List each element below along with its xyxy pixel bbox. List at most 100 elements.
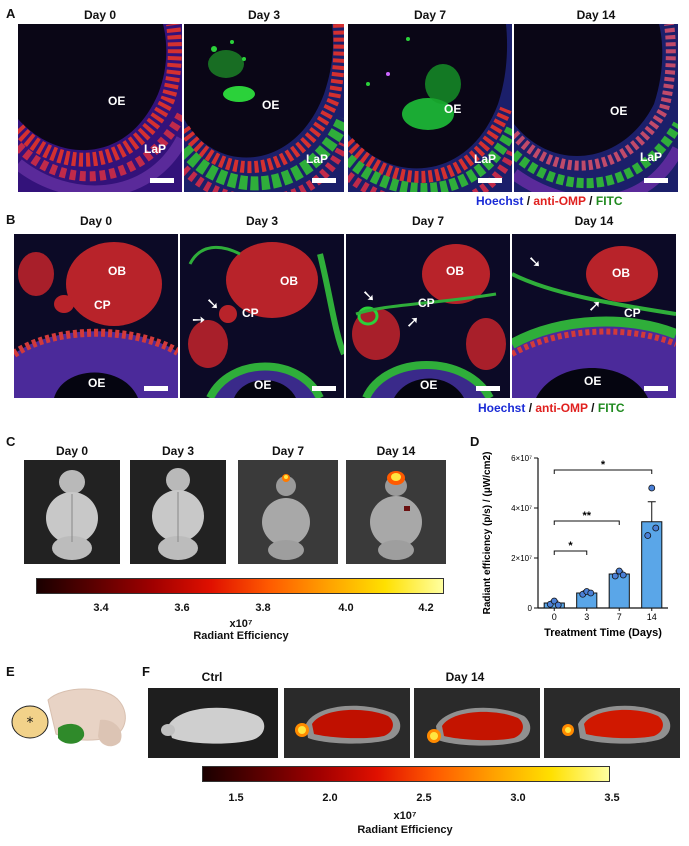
legend-hoechst: Hoechst bbox=[478, 401, 526, 415]
panel-a-day-0-lap-label: LaP bbox=[144, 142, 167, 156]
significance-bracket bbox=[553, 550, 588, 555]
panel-b-day-3-scale-bar bbox=[312, 386, 336, 391]
panel-b-day-0-ob-label: OB bbox=[108, 264, 126, 278]
panel-c-day-3-label: Day 3 bbox=[161, 444, 195, 458]
panel-b-day-0-cp-label: CP bbox=[94, 298, 111, 312]
panel-f-colorbar-tick: 1.5 bbox=[228, 792, 244, 804]
y-tick-label: 2×10⁷ bbox=[511, 554, 532, 563]
panel-b-day-7-label: Day 7 bbox=[411, 214, 445, 228]
data-point bbox=[611, 572, 619, 580]
panel-b-day-3-arrow-2-icon: ➙ bbox=[192, 312, 206, 329]
panel-b-day-14-scale-bar bbox=[644, 386, 668, 391]
panel-b-day-3-arrow-1-icon: ➘ bbox=[206, 296, 220, 313]
panel-c-day-14-label: Day 14 bbox=[376, 444, 416, 458]
panel-a-day-7-lap-label: LaP bbox=[474, 152, 497, 166]
panel-c-colorbar bbox=[36, 578, 444, 594]
panel-a-day-0-scale-bar bbox=[150, 178, 174, 183]
panel-b-day-3-cp-label: CP bbox=[242, 306, 259, 320]
panel-b-day-7-cp-label: CP bbox=[418, 296, 435, 310]
panel-f-day-14-sagittal-image-2 bbox=[414, 688, 540, 758]
svg-text:*: * bbox=[27, 715, 34, 731]
data-point bbox=[619, 571, 627, 579]
panel-a-stain-legend: Hoechst / anti-OMP / FITC bbox=[476, 194, 623, 208]
panel-f-day-14-sagittal-image-3 bbox=[544, 688, 680, 758]
panel-b-day-0-scale-bar bbox=[144, 386, 168, 391]
panel-f-ctrl-sagittal-image bbox=[148, 688, 278, 758]
legend-fitc: FITC bbox=[597, 401, 625, 415]
panel-label-c: C bbox=[6, 434, 16, 449]
panel-b-day-7-ob-label: OB bbox=[446, 264, 464, 278]
panel-c-colorbar-title: Radiant Efficiency bbox=[193, 630, 289, 642]
significance-bracket bbox=[553, 469, 653, 474]
panel-a-day-14-oe-label: OE bbox=[610, 104, 628, 118]
panel-f-colorbar-tick: 3.0 bbox=[510, 792, 526, 804]
panel-c-day-7-brain-image bbox=[238, 460, 338, 564]
panel-f-colorbar-title: Radiant Efficiency bbox=[357, 824, 453, 836]
significance-label: ** bbox=[582, 510, 591, 522]
y-axis-title: Radiant efficiency (p/s) / (μW/cm2) bbox=[482, 452, 493, 615]
panel-f-day-14-sagittal-image-1 bbox=[284, 688, 410, 758]
panel-b-day-7-arrow-2-icon: ➚ bbox=[406, 314, 420, 331]
legend-anti-omp: anti-OMP bbox=[533, 194, 586, 208]
panel-b-day-3-oe-label: OE bbox=[254, 378, 272, 392]
panel-c-colorbar-tick: 4.2 bbox=[418, 602, 434, 614]
panel-c-day-0-label: Day 0 bbox=[55, 444, 89, 458]
panel-c-colorbar-tick: 3.8 bbox=[255, 602, 271, 614]
data-point bbox=[644, 532, 652, 539]
legend-anti-omp: anti-OMP bbox=[535, 401, 588, 415]
panel-b-day-3-ob-label: OB bbox=[280, 274, 298, 288]
data-point bbox=[652, 524, 660, 532]
panel-b-day-14-cp-label: CP bbox=[624, 306, 641, 320]
panel-a-day-0-oe-label: OE bbox=[108, 94, 126, 108]
panel-c-colorbar-tick: 3.4 bbox=[93, 602, 109, 614]
panel-label-a: A bbox=[6, 6, 16, 21]
panel-c-day-7-label: Day 7 bbox=[271, 444, 305, 458]
legend-fitc: FITC bbox=[595, 194, 623, 208]
data-point bbox=[554, 601, 562, 609]
panel-f-colorbar-exponent: x10⁷ bbox=[393, 810, 417, 822]
panel-b-day-0-image: OB CP OE bbox=[14, 234, 178, 398]
panel-b-day-0-label: Day 0 bbox=[79, 214, 113, 228]
panel-b-day-0-oe-label: OE bbox=[88, 376, 106, 390]
panel-c-day-3-brain-image bbox=[130, 460, 226, 564]
panel-a-day-0-label: Day 0 bbox=[83, 8, 117, 22]
panel-b-day-14-oe-label: OE bbox=[584, 374, 602, 388]
significance-label: * bbox=[601, 459, 606, 471]
y-tick-label: 6×10⁷ bbox=[511, 454, 532, 463]
panel-b-day-14-arrow-2-icon: ➚ bbox=[588, 298, 602, 315]
panel-f-colorbar bbox=[202, 766, 610, 782]
x-axis-title: Treatment Time (Days) bbox=[544, 627, 662, 639]
panel-f-ctrl-label: Ctrl bbox=[201, 670, 223, 684]
panel-c-colorbar-tick: 4.0 bbox=[338, 602, 354, 614]
panel-c-colorbar-tick: 3.6 bbox=[174, 602, 190, 614]
x-tick-label: 0 bbox=[552, 612, 557, 622]
panel-b-day-7-scale-bar bbox=[476, 386, 500, 391]
y-tick-label: 4×10⁷ bbox=[511, 504, 532, 513]
panel-b-day-3-image: OB CP OE ➘ ➙ bbox=[180, 234, 344, 398]
data-point bbox=[550, 597, 558, 605]
panel-f-day-14-label: Day 14 bbox=[445, 670, 485, 684]
panel-f-colorbar-tick: 2.5 bbox=[416, 792, 432, 804]
panel-a-day-14-scale-bar bbox=[644, 178, 668, 183]
panel-c-day-14-brain-image bbox=[346, 460, 446, 564]
panel-a-day-7-label: Day 7 bbox=[413, 8, 447, 22]
panel-b-day-14-ob-label: OB bbox=[612, 266, 630, 280]
panel-a-day-3-label: Day 3 bbox=[247, 8, 281, 22]
panel-a-day-14-lap-label: LaP bbox=[640, 150, 663, 164]
data-point bbox=[615, 567, 623, 575]
panel-b-day-14-label: Day 14 bbox=[574, 214, 614, 228]
panel-label-d: D bbox=[470, 434, 480, 449]
panel-b-day-7-arrow-1-icon: ➘ bbox=[362, 288, 376, 305]
panel-label-f: F bbox=[142, 664, 150, 679]
panel-b-day-3-label: Day 3 bbox=[245, 214, 279, 228]
data-point bbox=[648, 484, 656, 492]
panel-a-day-7-scale-bar bbox=[478, 178, 502, 183]
legend-hoechst: Hoechst bbox=[476, 194, 524, 208]
bar bbox=[608, 573, 630, 609]
significance-bracket bbox=[553, 520, 620, 525]
panel-a-day-7-image: OE LaP bbox=[348, 24, 512, 192]
panel-a-day-14-image: OE LaP bbox=[514, 24, 678, 192]
y-tick-label: 0 bbox=[528, 604, 533, 613]
data-point bbox=[587, 589, 595, 597]
